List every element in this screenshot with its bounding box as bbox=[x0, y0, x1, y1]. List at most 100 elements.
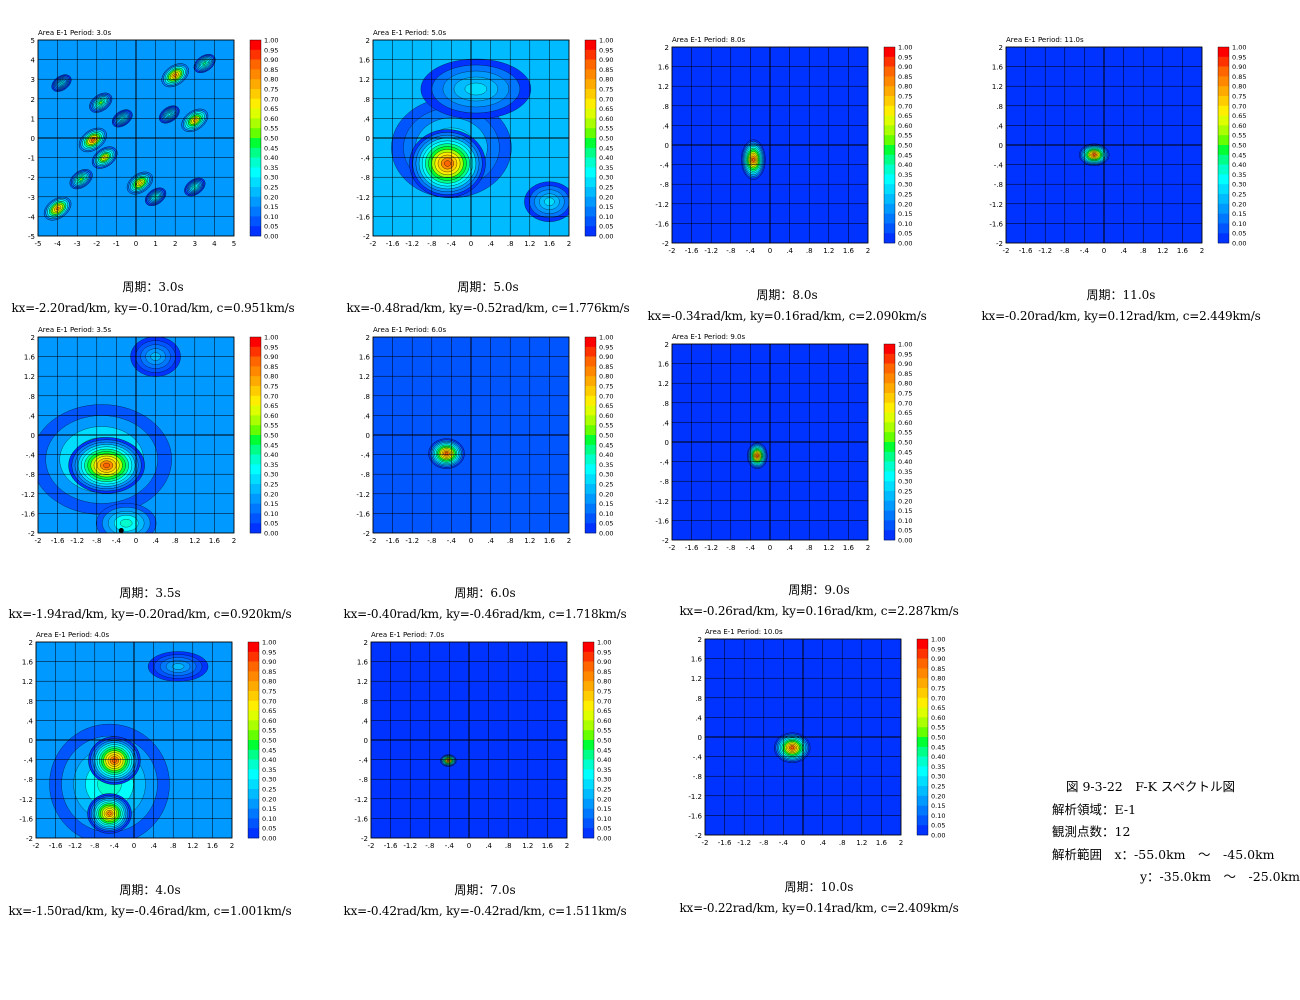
colorbar-segment bbox=[585, 59, 596, 70]
y-tick-label: 1.2 bbox=[658, 83, 669, 91]
colorbar-label: 0.95 bbox=[1232, 53, 1246, 61]
colorbar-label: 0.45 bbox=[898, 151, 912, 159]
colorbar-segment bbox=[250, 187, 261, 198]
y-tick-label: -.8 bbox=[359, 776, 368, 784]
x-tick-label: 1.6 bbox=[843, 247, 855, 255]
x-tick-label: -3 bbox=[74, 240, 81, 248]
colorbar-segment bbox=[884, 363, 895, 374]
colorbar-label: 0.40 bbox=[898, 161, 912, 169]
colorbar-label: 0.00 bbox=[931, 832, 945, 840]
chart-title: Area E-1 Period: 10.0s bbox=[705, 628, 783, 636]
colorbar-label: 0.70 bbox=[931, 694, 945, 702]
colorbar-label: 0.40 bbox=[898, 458, 912, 466]
x-tick-label: 5 bbox=[232, 240, 236, 248]
y-tick-label: 2 bbox=[31, 334, 35, 342]
y-tick-label: -1.6 bbox=[688, 812, 702, 820]
colorbar-label: 0.45 bbox=[262, 746, 276, 754]
colorbar-label: 0.50 bbox=[264, 135, 278, 143]
contour-lobe bbox=[203, 62, 207, 65]
colorbar-segment bbox=[250, 474, 261, 485]
colorbar-label: 1.00 bbox=[264, 37, 278, 45]
colorbar-segment bbox=[1218, 125, 1229, 136]
x-tick-label: .8 bbox=[806, 544, 813, 552]
x-tick-label: -1.6 bbox=[386, 240, 400, 248]
colorbar-label: 0.95 bbox=[262, 648, 276, 656]
x-tick-label: 3 bbox=[193, 240, 197, 248]
colorbar-label: 0.25 bbox=[1232, 191, 1246, 199]
colorbar-segment bbox=[917, 717, 928, 728]
period-caption: 周期：5.0s bbox=[457, 280, 519, 294]
y-tick-label: -4 bbox=[28, 213, 36, 221]
colorbar-segment bbox=[884, 194, 895, 205]
colorbar-label: 0.70 bbox=[262, 697, 276, 705]
result-caption: kx=-0.40rad/km, ky=-0.46rad/km, c=1.718k… bbox=[343, 607, 627, 621]
colorbar-label: 0.10 bbox=[1232, 220, 1246, 228]
colorbar-segment bbox=[583, 789, 594, 800]
x-tick-label: 1.6 bbox=[843, 544, 855, 552]
y-tick-label: .8 bbox=[662, 400, 669, 408]
contour-lobe bbox=[60, 81, 63, 85]
colorbar-label: 0.95 bbox=[264, 46, 278, 54]
colorbar-segment bbox=[917, 668, 928, 679]
colorbar-segment bbox=[585, 79, 596, 90]
fk-panel: Area E-1 Period: 7.0s -2 -1.6 -1.2 -.8 -.4 0.4… bbox=[333, 628, 611, 858]
colorbar-label: 0.05 bbox=[262, 825, 276, 833]
colorbar-segment bbox=[250, 89, 261, 100]
colorbar-segment bbox=[917, 658, 928, 669]
colorbar-segment bbox=[248, 700, 259, 711]
x-tick-label: -4 bbox=[54, 240, 62, 248]
colorbar-segment bbox=[250, 216, 261, 227]
y-tick-label: -2 bbox=[26, 835, 33, 843]
y-tick-label: -.4 bbox=[361, 452, 371, 460]
colorbar-segment bbox=[585, 425, 596, 436]
colorbar-label: 0.10 bbox=[597, 815, 611, 823]
x-tick-label: 1.2 bbox=[856, 839, 867, 847]
colorbar-segment bbox=[248, 818, 259, 829]
y-tick-label: 0 bbox=[31, 432, 35, 440]
fk-chart: Area E-1 Period: 7.0s-2 -1.6 -1.2 -.8 -.4 0.4… bbox=[354, 631, 611, 850]
colorbar-segment bbox=[250, 435, 261, 446]
colorbar-segment bbox=[250, 523, 261, 534]
colorbar-segment bbox=[884, 432, 895, 443]
x-tick-label: -.8 bbox=[90, 842, 99, 850]
colorbar-segment bbox=[917, 727, 928, 738]
colorbar-segment bbox=[250, 513, 261, 524]
result-caption: kx=-1.50rad/km, ky=-0.46rad/km, c=1.001k… bbox=[8, 904, 292, 918]
colorbar-segment bbox=[1218, 164, 1229, 175]
colorbar-label: 0.90 bbox=[262, 658, 276, 666]
colorbar-label: 0.50 bbox=[898, 439, 912, 447]
y-tick-label: .8 bbox=[361, 698, 368, 706]
colorbar-label: 0.40 bbox=[264, 451, 278, 459]
colorbar-segment bbox=[250, 464, 261, 475]
colorbar-segment bbox=[250, 415, 261, 426]
x-tick-label: -.4 bbox=[746, 544, 756, 552]
x-tick-label: .4 bbox=[487, 240, 494, 248]
x-tick-label: -1.2 bbox=[704, 544, 718, 552]
y-tick-label: .4 bbox=[363, 115, 370, 123]
chart-title: Area E-1 Period: 3.0s bbox=[38, 29, 112, 37]
colorbar-segment bbox=[585, 89, 596, 100]
x-tick-label: 0 bbox=[469, 240, 473, 248]
colorbar-label: 0.60 bbox=[898, 122, 912, 130]
colorbar-segment bbox=[250, 196, 261, 207]
colorbar-label: 0.45 bbox=[599, 144, 613, 152]
colorbar-segment bbox=[250, 138, 261, 149]
colorbar-segment bbox=[585, 464, 596, 475]
y-tick-label: 2 bbox=[366, 37, 370, 45]
colorbar-label: 0.50 bbox=[264, 432, 278, 440]
peak-contour bbox=[444, 160, 451, 167]
y-tick-label: .8 bbox=[695, 695, 702, 703]
colorbar-label: 0.65 bbox=[599, 105, 613, 113]
colorbar-label: 0.35 bbox=[931, 763, 945, 771]
y-tick-label: .4 bbox=[28, 412, 35, 420]
colorbar-label: 0.30 bbox=[931, 773, 945, 781]
x-tick-label: -1.6 bbox=[1019, 247, 1033, 255]
colorbar-segment bbox=[1218, 66, 1229, 77]
x-tick-label: 1.2 bbox=[189, 537, 200, 545]
colorbar-label: 0.65 bbox=[898, 112, 912, 120]
colorbar-label: 0.90 bbox=[931, 655, 945, 663]
x-tick-label: .8 bbox=[1140, 247, 1147, 255]
x-tick-label: .8 bbox=[806, 247, 813, 255]
x-tick-label: .4 bbox=[487, 537, 494, 545]
colorbar-label: 0.20 bbox=[262, 795, 276, 803]
